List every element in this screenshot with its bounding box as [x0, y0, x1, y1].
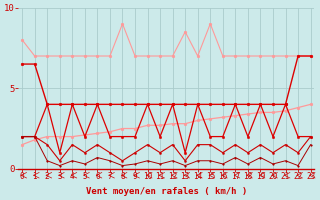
X-axis label: Vent moyen/en rafales ( km/h ): Vent moyen/en rafales ( km/h ): [86, 187, 247, 196]
